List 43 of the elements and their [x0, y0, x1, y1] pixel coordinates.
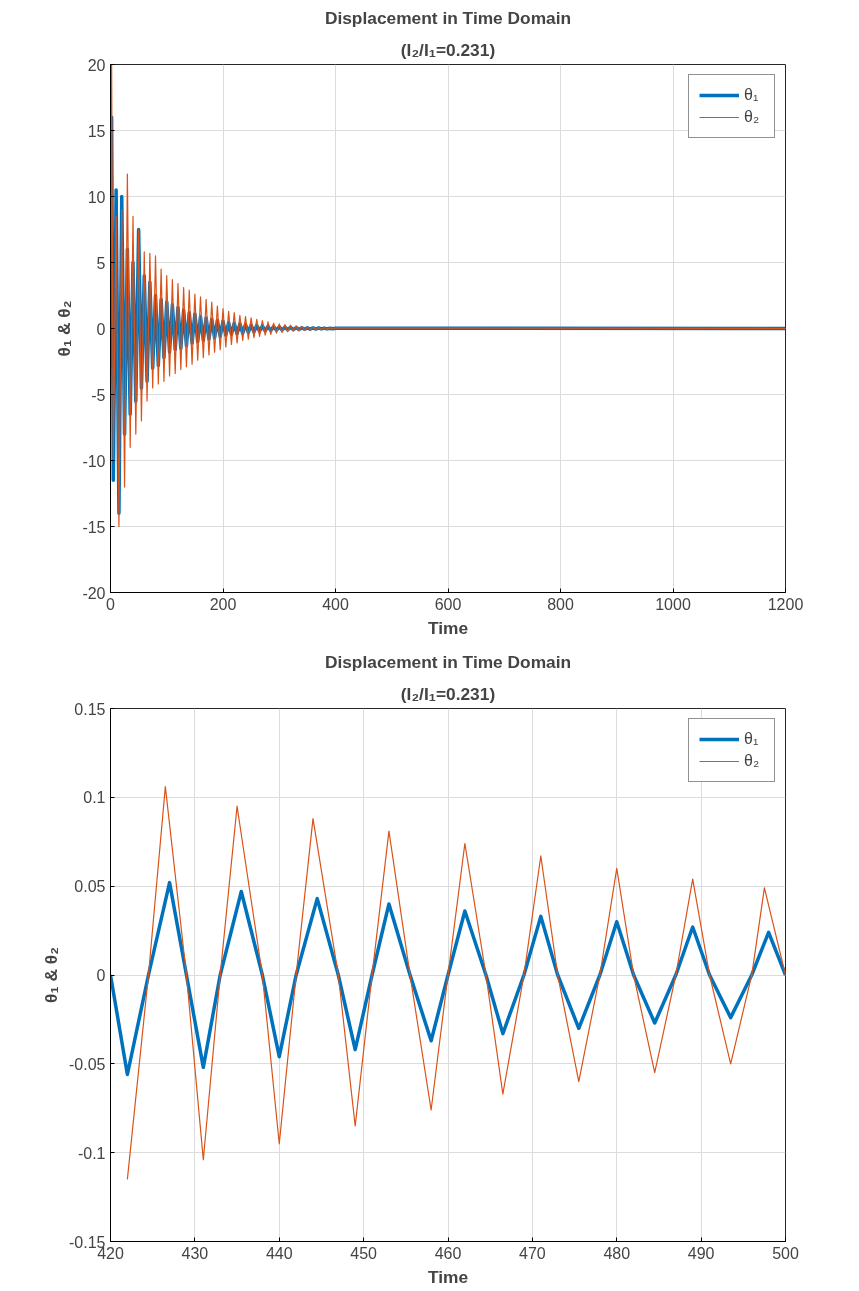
chart-title: Displacement in Time Domain — [324, 7, 572, 28]
x-axis-title: Time — [427, 617, 469, 638]
y-tick-label: -10 — [82, 452, 106, 470]
y-tick-label: -0.1 — [77, 1144, 106, 1162]
x-tick-label: 1000 — [655, 595, 691, 613]
x-tick-label: 430 — [181, 1244, 209, 1262]
y-tick-label: -15 — [82, 518, 106, 536]
y-tick-label: 15 — [87, 122, 106, 140]
line-series — [126, 786, 786, 1180]
y-axis-title: θ₁ & θ₂ — [41, 947, 62, 1003]
x-tick-label: 450 — [350, 1244, 378, 1262]
x-tick-label: 400 — [322, 595, 349, 613]
legend-label: θ₁ — [744, 730, 760, 748]
x-tick-label: 460 — [434, 1244, 462, 1262]
legend-label: θ₂ — [744, 108, 761, 126]
y-tick-label: 0.1 — [83, 789, 106, 807]
x-tick-label: 600 — [434, 595, 462, 613]
y-tick-label: 0.15 — [74, 700, 106, 718]
line-series — [110, 880, 786, 1077]
x-tick-label: 800 — [547, 595, 574, 613]
chart-subtitle: (I₂/I₁=0.231) — [400, 39, 496, 60]
y-tick-label: 0 — [96, 320, 106, 338]
legend-label: θ₁ — [744, 86, 760, 104]
y-tick-label: 5 — [96, 254, 106, 272]
y-tick-label: 10 — [87, 188, 106, 206]
chart-subtitle: (I₂/I₁=0.231) — [400, 683, 496, 704]
y-tick-label: 20 — [87, 56, 106, 74]
x-tick-label: 1200 — [767, 595, 804, 613]
y-tick-label: 0 — [96, 967, 106, 984]
x-tick-label: 490 — [687, 1244, 715, 1262]
x-tick-label: 440 — [265, 1244, 293, 1262]
chart-title: Displacement in Time Domain — [324, 651, 572, 672]
x-tick-label: 480 — [603, 1244, 631, 1262]
y-tick-label: -0.05 — [69, 1055, 106, 1073]
x-tick-label: 500 — [772, 1244, 799, 1262]
x-tick-label: 200 — [209, 595, 237, 613]
y-tick-label: -5 — [91, 386, 106, 404]
y-tick-label: 0.05 — [74, 878, 106, 896]
x-axis-title: Time — [427, 1266, 469, 1287]
y-tick-label: -20 — [82, 584, 106, 602]
x-tick-label: 470 — [519, 1244, 546, 1262]
y-axis-title: θ₁ & θ₂ — [54, 300, 75, 357]
legend-label: θ₂ — [744, 752, 761, 770]
